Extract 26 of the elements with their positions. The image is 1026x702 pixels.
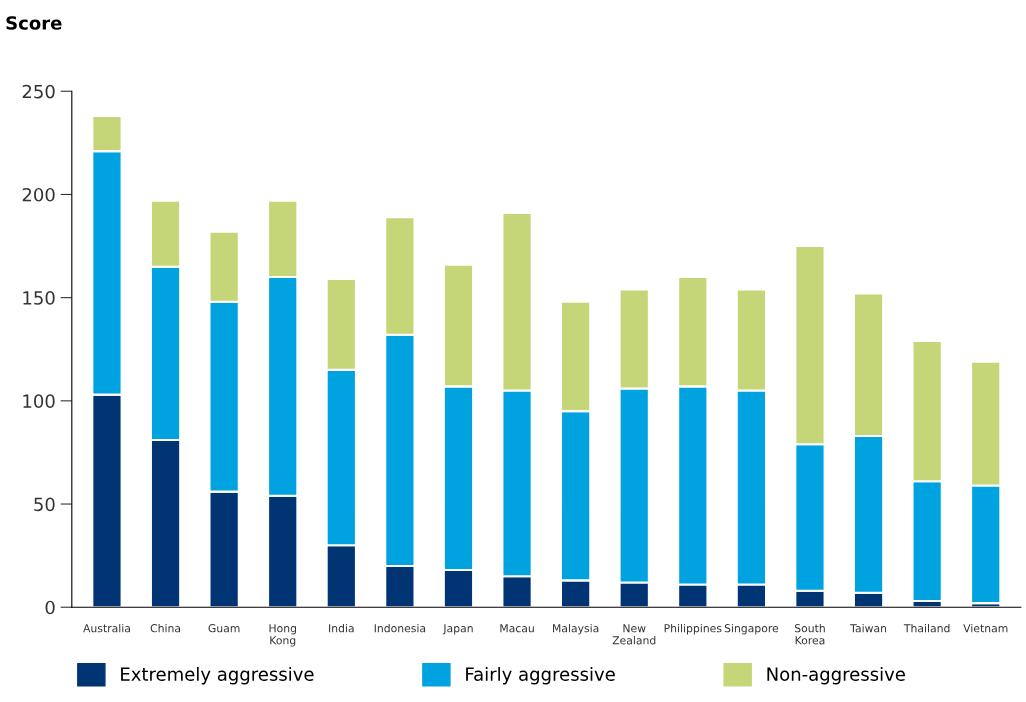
- y-tick-label: 200: [22, 187, 55, 202]
- x-tick-label: Indonesia: [374, 623, 426, 633]
- y-tick-label: 50: [34, 497, 55, 512]
- y-axis-title: Score: [6, 16, 62, 30]
- x-tick-label: Vietnam: [963, 623, 1008, 633]
- x-tick-label: Singapore: [724, 623, 779, 635]
- x-tick-label: Philippines: [664, 623, 722, 635]
- y-tick-label: 150: [23, 291, 55, 305]
- x-tick-label: India: [329, 623, 354, 633]
- x-tick-label: Macau: [500, 624, 534, 633]
- legend-label: Fairly aggressive: [466, 666, 615, 685]
- x-tick-label: New Zealand: [612, 624, 656, 645]
- x-tick-label: Taiwan: [850, 623, 887, 633]
- x-tick-label: Malaysia: [553, 623, 599, 635]
- x-tick-label: Guam: [208, 624, 240, 633]
- y-tick-label: 250: [22, 84, 55, 99]
- legend-label: Non-aggressive: [767, 666, 905, 685]
- x-tick-label: Thailand: [903, 623, 950, 633]
- x-tick-label: Hong Kong: [269, 624, 296, 647]
- x-tick-label: South Korea: [794, 623, 825, 645]
- x-tick-label: Australia: [83, 623, 130, 633]
- x-tick-label: Japan: [442, 624, 473, 635]
- legend-label: Extremely aggressive: [121, 666, 314, 685]
- y-tick-label: 0: [45, 600, 55, 615]
- y-tick-label: 100: [23, 394, 55, 408]
- x-tick-label: China: [150, 623, 181, 633]
